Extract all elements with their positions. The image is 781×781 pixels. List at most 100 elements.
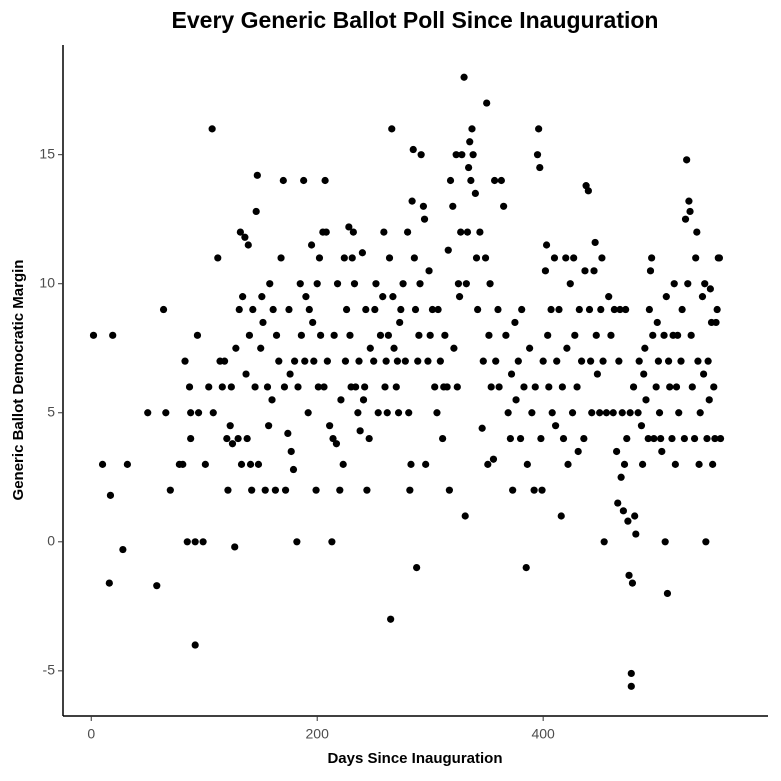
point: [297, 331, 305, 339]
point: [336, 486, 344, 494]
point: [522, 564, 530, 572]
point: [304, 409, 312, 417]
point: [410, 254, 418, 262]
point: [251, 383, 259, 391]
point: [696, 409, 704, 417]
point: [257, 344, 265, 352]
point: [285, 305, 293, 314]
point: [433, 409, 441, 417]
point: [272, 331, 281, 339]
point: [666, 383, 674, 391]
point: [695, 460, 703, 468]
point: [201, 460, 209, 468]
point: [615, 357, 623, 365]
point: [89, 331, 98, 339]
point: [511, 318, 519, 327]
point: [345, 223, 353, 231]
point: [349, 228, 357, 236]
point: [680, 434, 688, 443]
point: [634, 409, 642, 417]
point: [628, 579, 637, 587]
point: [392, 383, 400, 391]
point: [342, 305, 351, 314]
point: [683, 156, 691, 164]
point: [341, 357, 350, 365]
point: [520, 383, 528, 391]
y-tick-label: 15: [39, 145, 55, 161]
point: [252, 207, 260, 216]
x-tick-label: 200: [306, 726, 330, 742]
point: [183, 538, 191, 546]
point: [703, 434, 711, 443]
point: [588, 409, 596, 417]
point: [573, 383, 581, 391]
point: [235, 305, 243, 314]
point: [713, 305, 721, 314]
point: [223, 434, 231, 443]
point: [384, 331, 392, 339]
point: [315, 254, 324, 262]
point: [245, 331, 254, 339]
y-tick-label: -5: [43, 662, 56, 678]
point: [363, 486, 371, 494]
point: [362, 305, 370, 314]
point: [551, 422, 560, 430]
point: [506, 434, 515, 443]
point: [570, 254, 578, 262]
point: [194, 409, 203, 417]
point: [191, 538, 199, 546]
point: [296, 280, 304, 288]
point: [263, 383, 272, 391]
point: [443, 383, 451, 391]
point: [535, 125, 543, 133]
point: [411, 305, 420, 314]
point: [352, 383, 360, 391]
point: [693, 228, 701, 236]
point: [330, 331, 338, 339]
point: [536, 163, 544, 172]
point: [692, 254, 700, 262]
point: [672, 383, 681, 391]
point: [380, 228, 388, 236]
point: [555, 305, 563, 314]
point: [322, 228, 330, 236]
point: [144, 409, 152, 417]
point: [507, 370, 516, 378]
point: [598, 254, 606, 262]
point: [600, 538, 608, 546]
point: [455, 293, 464, 301]
point: [526, 344, 534, 352]
point: [635, 357, 643, 365]
point: [370, 357, 378, 365]
point: [472, 254, 481, 262]
point: [539, 357, 547, 365]
point: [614, 499, 622, 507]
point: [403, 228, 412, 236]
point: [460, 73, 468, 81]
point: [557, 512, 565, 520]
point: [277, 254, 285, 262]
point: [399, 280, 407, 288]
point: [489, 455, 498, 463]
point: [408, 197, 416, 205]
point: [502, 331, 510, 339]
point: [291, 357, 299, 365]
point: [346, 331, 354, 339]
point: [580, 434, 588, 443]
point: [670, 280, 678, 288]
point: [420, 215, 429, 223]
point: [383, 409, 391, 417]
point: [372, 280, 380, 288]
point: [476, 228, 484, 236]
point: [389, 293, 397, 301]
point: [547, 305, 555, 314]
point: [712, 318, 720, 327]
point: [564, 460, 572, 468]
point: [424, 357, 432, 365]
point: [523, 460, 531, 468]
point: [607, 331, 615, 339]
point: [407, 460, 415, 468]
point: [632, 530, 640, 538]
point: [388, 125, 396, 133]
